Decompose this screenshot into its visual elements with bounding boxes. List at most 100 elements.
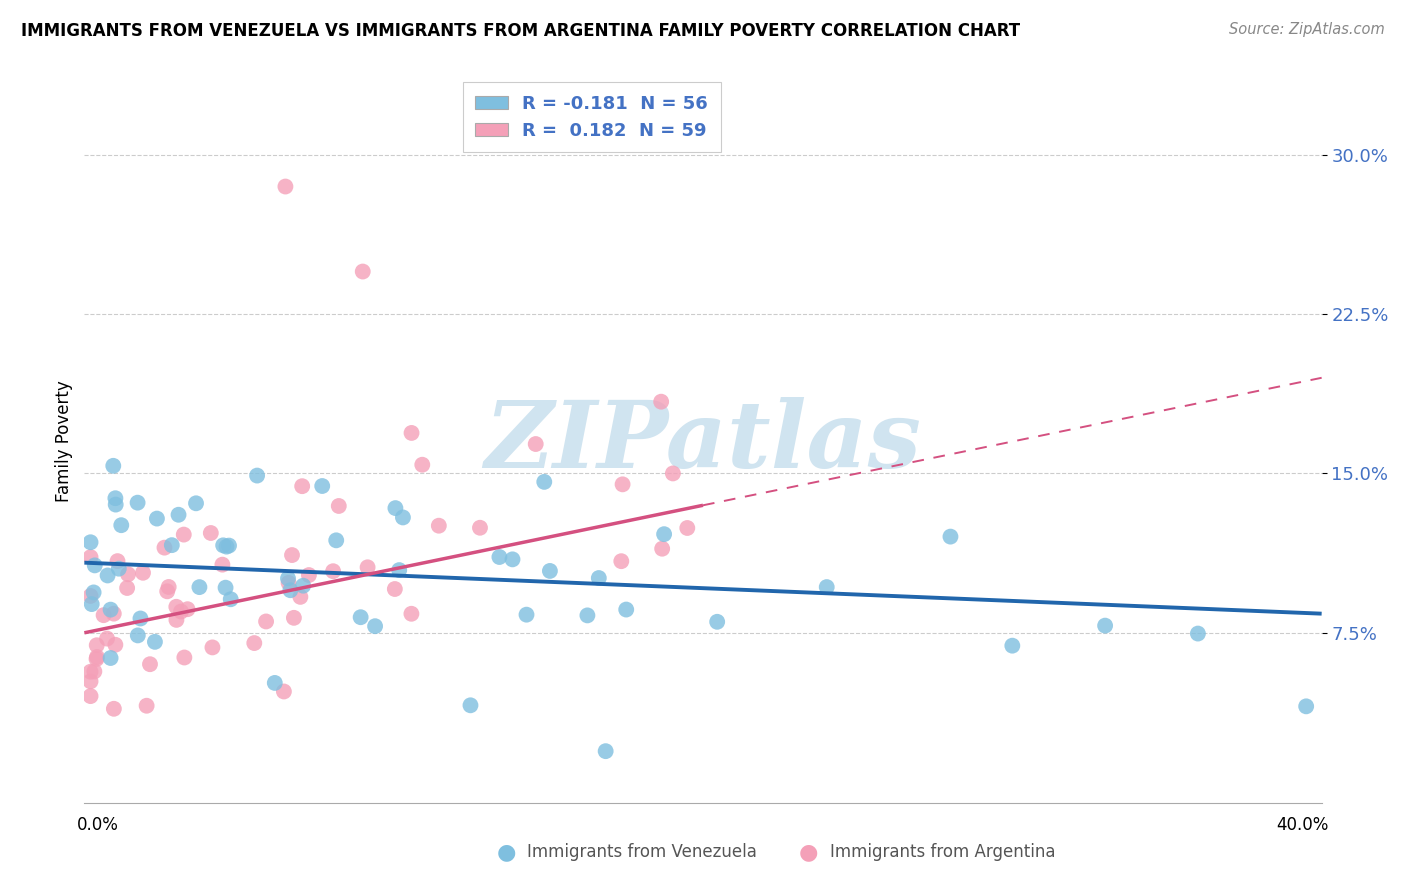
Point xyxy=(277,571,299,585)
Text: 0.0%: 0.0% xyxy=(77,816,120,834)
Point xyxy=(274,179,297,194)
Y-axis label: Family Poverty: Family Poverty xyxy=(55,381,73,502)
Point xyxy=(676,521,699,535)
Point xyxy=(86,652,108,666)
Point xyxy=(650,394,672,409)
Point xyxy=(246,468,269,483)
Point xyxy=(103,458,125,473)
Point xyxy=(135,698,157,713)
Point xyxy=(107,554,129,568)
Point xyxy=(1001,639,1024,653)
Point xyxy=(277,575,299,590)
Text: ●: ● xyxy=(496,842,516,862)
Point xyxy=(283,611,305,625)
Point xyxy=(468,521,491,535)
Point xyxy=(201,640,224,655)
Point xyxy=(153,541,176,555)
Point xyxy=(706,615,728,629)
Point xyxy=(215,540,238,554)
Point xyxy=(392,510,415,524)
Point xyxy=(411,458,433,472)
Point xyxy=(291,479,314,493)
Point xyxy=(524,437,547,451)
Point xyxy=(280,583,302,598)
Point xyxy=(117,567,139,582)
Point xyxy=(1295,699,1317,714)
Point xyxy=(103,702,125,716)
Point xyxy=(322,564,344,578)
Point xyxy=(156,584,179,599)
Point xyxy=(350,610,373,624)
Point xyxy=(83,665,105,679)
Text: Source: ZipAtlas.com: Source: ZipAtlas.com xyxy=(1229,22,1385,37)
Point xyxy=(79,535,101,549)
Point xyxy=(364,619,387,633)
Point xyxy=(97,568,120,582)
Text: Immigrants from Argentina: Immigrants from Argentina xyxy=(830,843,1054,861)
Point xyxy=(176,602,198,616)
Point xyxy=(200,526,222,541)
Point xyxy=(588,571,610,585)
Point xyxy=(86,638,108,652)
Point xyxy=(132,566,155,580)
Point xyxy=(352,264,374,278)
Point xyxy=(108,562,131,576)
Point xyxy=(281,548,304,562)
Point xyxy=(939,530,962,544)
Point xyxy=(815,580,838,594)
Text: ZIPatlas: ZIPatlas xyxy=(485,397,921,486)
Point xyxy=(115,581,138,595)
Point xyxy=(460,698,482,713)
Point xyxy=(173,650,195,665)
Point xyxy=(79,665,101,679)
Point xyxy=(211,558,233,572)
Point xyxy=(96,632,118,646)
Point xyxy=(103,607,125,621)
Point xyxy=(1094,618,1116,632)
Point xyxy=(298,568,321,582)
Point xyxy=(427,518,450,533)
Point xyxy=(170,605,193,619)
Point xyxy=(129,611,152,625)
Point xyxy=(1187,626,1209,640)
Point xyxy=(80,597,103,611)
Point xyxy=(662,467,685,481)
Point xyxy=(290,590,312,604)
Point xyxy=(292,579,315,593)
Point xyxy=(127,628,149,642)
Text: 40.0%: 40.0% xyxy=(1277,816,1329,834)
Point xyxy=(157,580,180,594)
Point xyxy=(79,674,101,689)
Point xyxy=(325,533,347,548)
Text: ●: ● xyxy=(799,842,818,862)
Point xyxy=(79,589,101,603)
Point xyxy=(143,635,166,649)
Point xyxy=(651,541,673,556)
Point xyxy=(538,564,561,578)
Point xyxy=(356,560,378,574)
Point xyxy=(328,499,350,513)
Point xyxy=(79,550,101,565)
Point xyxy=(139,657,162,672)
Point xyxy=(79,689,101,703)
Point xyxy=(100,651,122,665)
Point xyxy=(595,744,617,758)
Point xyxy=(104,491,127,506)
Point xyxy=(311,479,333,493)
Point xyxy=(214,581,236,595)
Point xyxy=(160,538,183,552)
Point xyxy=(254,615,277,629)
Point xyxy=(100,602,122,616)
Point xyxy=(384,501,406,516)
Point xyxy=(127,496,149,510)
Point xyxy=(401,425,423,440)
Point xyxy=(110,518,132,533)
Point xyxy=(167,508,190,522)
Point xyxy=(652,527,675,541)
Point xyxy=(173,527,195,541)
Point xyxy=(212,538,235,552)
Point xyxy=(165,599,187,614)
Point xyxy=(104,498,127,512)
Point xyxy=(165,613,187,627)
Point xyxy=(614,602,637,616)
